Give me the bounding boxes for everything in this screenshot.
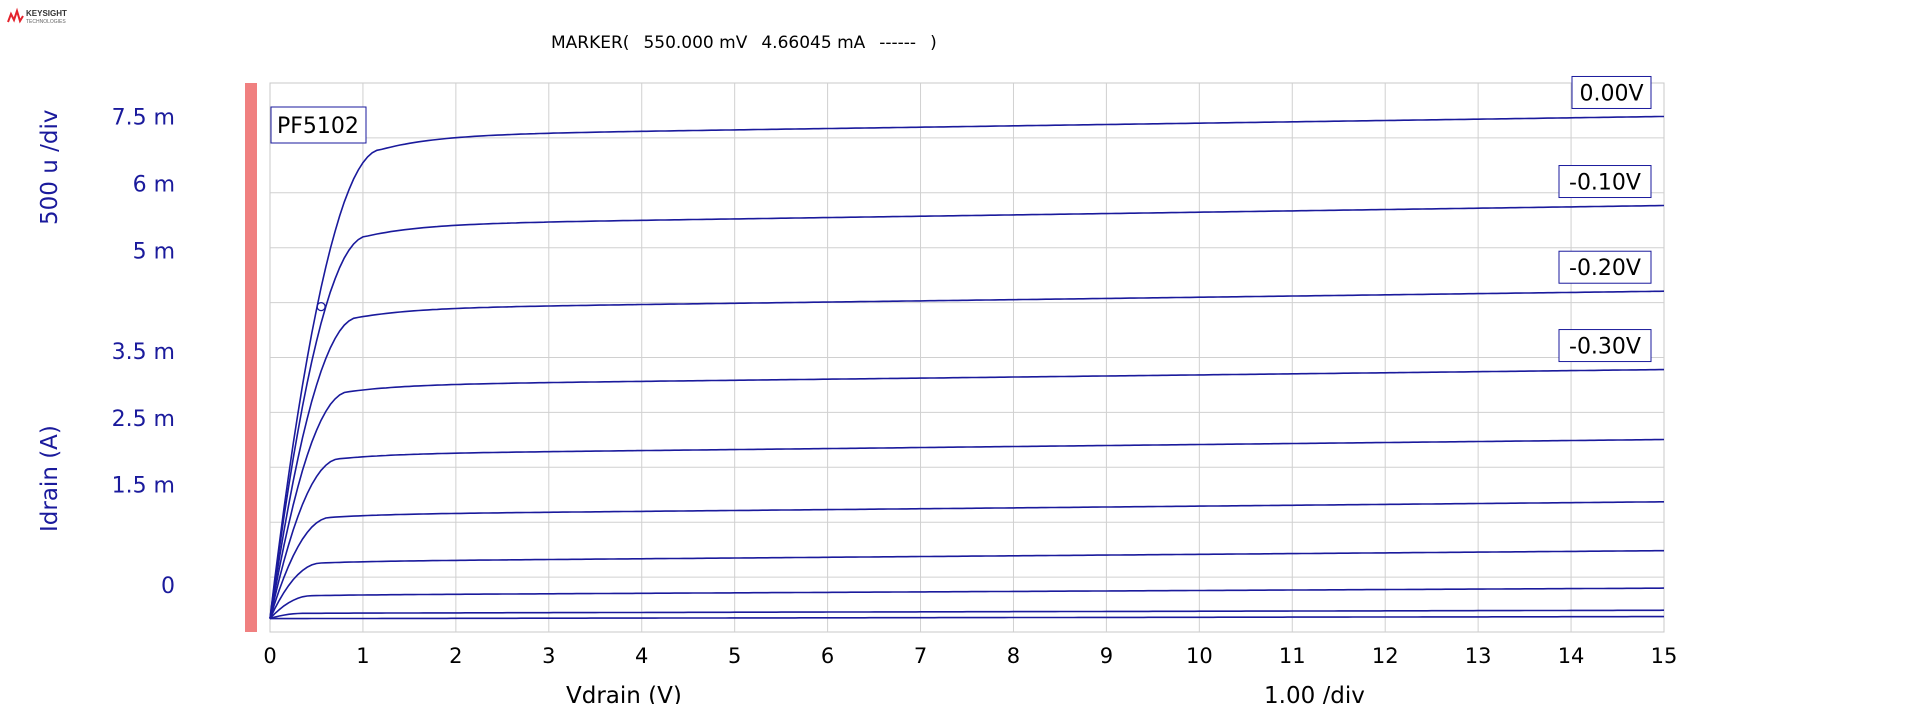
iv-curve-line [270, 615, 1664, 620]
y-tick-label: 2.5 m [112, 407, 175, 432]
curves [269, 115, 1665, 620]
left-bar [245, 83, 257, 632]
x-tick-label: 12 [1372, 644, 1399, 668]
x-axis-label: Vdrain (V) [566, 683, 682, 704]
curve-label-box [1558, 250, 1652, 284]
iv-curve-line [269, 368, 1664, 619]
y-scale-label: 500 u /div [37, 110, 63, 225]
x-tick-label: 13 [1465, 644, 1492, 668]
device-label: PF5102 [277, 114, 359, 139]
x-tick-label: 2 [449, 644, 462, 668]
x-tick-label: 8 [1007, 644, 1020, 668]
curve-label-text: -0.30V [1569, 335, 1641, 360]
curve-label-text: -0.10V [1569, 171, 1641, 196]
y-tick-label: 0 [161, 574, 175, 599]
x-tick-label: 6 [821, 644, 834, 668]
marker-x-value: 550.000 mV [643, 33, 748, 53]
curve-labels: 0.00V -0.10V -0.20V -0.30V [1558, 75, 1652, 363]
keysight-wave-icon [7, 7, 24, 24]
marker [316, 301, 326, 312]
curve-label: -0.30V [1558, 329, 1652, 363]
x-tick-label: 9 [1100, 644, 1113, 668]
y-tick-label: 5 m [133, 239, 175, 264]
logo-text-bottom: TECHNOLOGIES [26, 19, 66, 25]
curve-label-box [1571, 75, 1652, 109]
tick-labels: 0 1 2 3 4 5 6 7 8 9 10 11 12 13 14 157.5 m6 m5 m3.5 m2.… [112, 105, 1678, 668]
x-tick-label: 5 [728, 644, 741, 668]
iv-curve-line [269, 290, 1665, 619]
y-tick-label: 1.5 m [112, 474, 175, 499]
iv-curve-line [269, 549, 1664, 619]
curve-label: -0.20V [1558, 250, 1652, 284]
iv-curve-line [269, 587, 1665, 620]
curve-label-text: 0.00V [1579, 81, 1643, 106]
iv-curve-line [269, 115, 1664, 619]
x-tick-label: 3 [542, 644, 555, 668]
x-tick-label: 1 [356, 644, 369, 668]
x-tick-label: 7 [914, 644, 927, 668]
iv-curve-line [269, 438, 1665, 619]
x-scale-label: 1.00 /div [1264, 683, 1365, 704]
grid [270, 83, 1664, 632]
x-tick-label: 4 [635, 644, 648, 668]
iv-curve-line [269, 609, 1665, 620]
device-label-box: PF5102 [270, 106, 367, 144]
y-tick-label: 3.5 m [112, 340, 175, 365]
marker-z-value: ------ [879, 33, 917, 53]
y-tick-label: 7.5 m [112, 105, 175, 130]
logo-text-top: KEYSIGHT [26, 9, 67, 18]
iv-curve-line [269, 501, 1664, 619]
x-tick-label: 0 [263, 644, 276, 668]
x-tick-label: 10 [1186, 644, 1213, 668]
marker-suffix: ) [930, 33, 937, 53]
curve-label-text: -0.20V [1569, 256, 1641, 281]
marker-y-value: 4.66045 mA [761, 33, 866, 53]
x-tick-label: 11 [1279, 644, 1306, 668]
marker-point[interactable] [316, 301, 326, 312]
x-tick-label: 15 [1651, 644, 1678, 668]
curve-label-box [1558, 329, 1652, 363]
marker-prefix: MARKER( [551, 33, 630, 53]
curve-label-box [1558, 165, 1652, 199]
marker-readout: MARKER( 550.000 mV 4.66045 mA ------) [551, 33, 951, 53]
iv-curve-line [269, 204, 1665, 619]
keysight-logo: KEYSIGHT TECHNOLOGIES [7, 7, 67, 25]
curve-label: 0.00V [1571, 75, 1652, 109]
curve-label: -0.10V [1558, 165, 1652, 199]
y-axis-label: Idrain (A) [37, 425, 63, 532]
y-tick-label: 6 m [133, 172, 175, 197]
x-tick-label: 14 [1558, 644, 1585, 668]
